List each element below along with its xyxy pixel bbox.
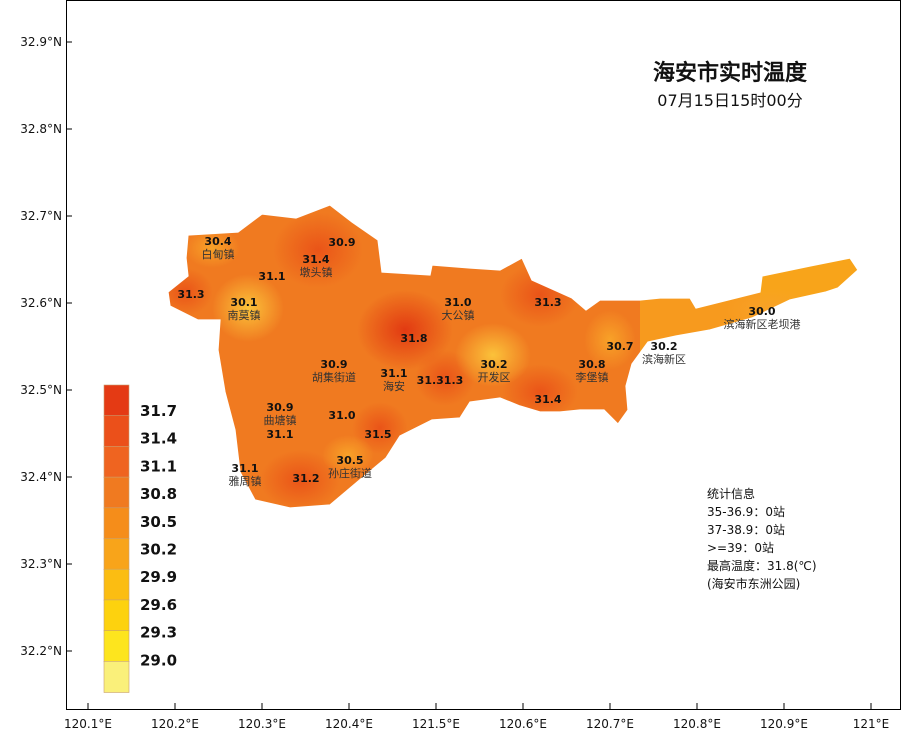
legend-swatch: [103, 660, 130, 693]
station-value: 31.31.3: [417, 374, 464, 387]
stats-box: 统计信息 35-36.9：0站 37-38.9：0站 >=39：0站 最高温度：…: [707, 486, 817, 591]
station-value: 31.1: [266, 428, 293, 441]
station-value: 31.2: [292, 472, 319, 485]
y-tick-label: 32.7°N: [20, 209, 62, 223]
legend-swatch: [103, 630, 130, 663]
station-value: 30.9: [266, 401, 293, 414]
station-value: 31.4: [302, 253, 329, 266]
station-value: 30.4: [204, 235, 231, 248]
station-place: 李堡镇: [576, 370, 609, 384]
color-legend: 31.7 31.4 31.1 30.8 30.5 30.2 29.9 29.6 29.3 29.0: [103, 384, 177, 693]
station-place: 墩头镇: [300, 265, 333, 279]
legend-label: 29.0: [140, 651, 177, 669]
station-value: 31.1: [380, 367, 407, 380]
legend-swatch: [103, 568, 130, 601]
legend-label: 31.7: [140, 402, 177, 420]
station-value: 30.9: [320, 358, 347, 371]
x-tick-label: 120.6°E: [499, 717, 547, 731]
x-tick-label: 120.9°E: [760, 717, 808, 731]
y-tick-label: 32.8°N: [20, 122, 62, 136]
station-place: 曲塘镇: [264, 413, 297, 427]
station-value: 30.9: [328, 236, 355, 249]
station-place: 白甸镇: [202, 247, 235, 261]
station-value: 31.3: [534, 296, 561, 309]
x-tick-label: 121°E: [853, 717, 890, 731]
station-labels: 30.4白甸镇31.330.931.4墩头镇31.130.1南莫镇31.0大公镇…: [177, 235, 800, 488]
x-tick-label: 120.8°E: [673, 717, 721, 731]
stats-line: 最高温度：31.8(℃): [707, 558, 817, 573]
legend-swatch: [103, 507, 130, 540]
station-place: 大公镇: [442, 308, 475, 322]
legend-swatch: [103, 384, 130, 417]
x-tick-label: 120.3°E: [238, 717, 286, 731]
legend-swatch: [103, 446, 130, 478]
station-value: 31.0: [444, 296, 471, 309]
x-tick-label: 120.2°E: [151, 717, 199, 731]
region-outline: [167, 204, 859, 509]
stats-line: >=39：0站: [707, 541, 774, 555]
station-value: 31.5: [364, 428, 391, 441]
y-tick-label: 32.9°N: [20, 35, 62, 49]
station-value: 30.7: [606, 340, 633, 353]
y-tick-label: 32.2°N: [20, 644, 62, 658]
map-title: 海安市实时温度: [653, 60, 808, 86]
legend-label: 30.5: [140, 513, 177, 531]
station-value: 31.1: [258, 270, 285, 283]
station-place: 孙庄街道: [328, 466, 372, 480]
station-place: 南莫镇: [228, 308, 261, 322]
stats-heading: 统计信息: [707, 486, 755, 501]
legend-label: 29.6: [140, 596, 177, 614]
x-tick-label: 121.5°E: [412, 717, 460, 731]
y-axis: 32.9°N 32.8°N 32.7°N 32.6°N 32.5°N 32.4°N 32.3…: [20, 35, 72, 658]
station-value: 31.1: [231, 462, 258, 475]
station-value: 31.3: [177, 288, 204, 301]
station-place: 海安: [383, 379, 405, 393]
station-value: 31.8: [400, 332, 427, 345]
stats-line: 37-38.9：0站: [707, 523, 785, 537]
legend-label: 29.3: [140, 624, 177, 642]
legend-swatch: [103, 415, 130, 448]
station-value: 30.0: [748, 305, 775, 318]
legend-label: 30.8: [140, 485, 177, 503]
stats-line: (海安市东洲公园): [707, 576, 800, 591]
map-subtitle: 07月15日15时00分: [657, 91, 802, 110]
y-tick-label: 32.3°N: [20, 557, 62, 571]
legend-label: 30.2: [140, 541, 177, 559]
station-place: 滨海新区: [642, 352, 686, 366]
map-frame: [66, 0, 901, 710]
station-value: 30.8: [578, 358, 605, 371]
legend-swatch: [103, 476, 130, 509]
station-value: 30.5: [336, 454, 363, 467]
station-value: 31.0: [328, 409, 355, 422]
legend-swatch: [103, 538, 130, 571]
x-tick-label: 120.4°E: [325, 717, 373, 731]
y-tick-label: 32.4°N: [20, 470, 62, 484]
y-tick-label: 32.6°N: [20, 296, 62, 310]
station-value: 30.1: [230, 296, 257, 309]
station-place: 滨海新区老坝港: [724, 317, 801, 331]
stats-line: 35-36.9：0站: [707, 505, 785, 519]
legend-label: 31.4: [140, 430, 177, 448]
legend-label: 31.1: [140, 457, 177, 475]
station-value: 31.4: [534, 393, 561, 406]
legend-label: 29.9: [140, 568, 177, 586]
legend-swatch: [103, 599, 130, 632]
station-value: 30.2: [480, 358, 507, 371]
y-tick-label: 32.5°N: [20, 383, 62, 397]
station-place: 胡集街道: [312, 370, 356, 384]
x-tick-label: 120.7°E: [586, 717, 634, 731]
x-axis: 120.1°E 120.2°E 120.3°E 120.4°E 121.5°E 120.6…: [64, 703, 889, 731]
station-place: 雅周镇: [229, 474, 262, 488]
station-value: 30.2: [650, 340, 677, 353]
x-tick-label: 120.1°E: [64, 717, 112, 731]
station-place: 开发区: [478, 370, 511, 384]
